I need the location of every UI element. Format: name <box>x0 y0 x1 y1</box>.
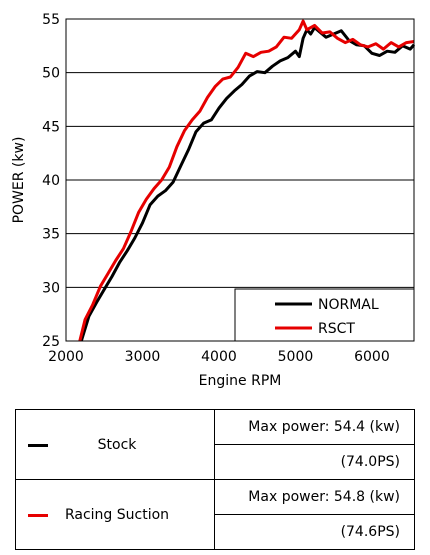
y-tick-label: 55 <box>42 12 60 28</box>
table-row: (74.6PS) <box>16 514 415 550</box>
legend-label: NORMAL <box>318 297 379 313</box>
y-tick-label: 40 <box>42 173 60 189</box>
series-name: Racing Suction <box>64 506 170 523</box>
chart-legend: NORMAL RSCT <box>234 288 415 342</box>
chart-series <box>78 19 416 342</box>
y-tick-label: 50 <box>42 66 60 82</box>
max-power-cell: Max power: 54.8 (kw) <box>214 479 415 515</box>
series-name: Stock <box>97 436 137 453</box>
ps-cell: (74.0PS) <box>214 444 415 480</box>
x-axis-label: Engine RPM <box>199 373 282 389</box>
y-tick-label: 45 <box>42 119 60 135</box>
x-tick-label: 6000 <box>354 349 390 365</box>
x-tick-label: 5000 <box>278 349 314 365</box>
summary-table: Stock Max power: 54.4 (kw) (74.0PS) Raci… <box>15 409 415 550</box>
y-tick-label: 30 <box>42 280 60 296</box>
series-name-cell: Stock <box>15 409 215 480</box>
y-tick-label: 35 <box>42 227 60 243</box>
x-tick-label: 4000 <box>201 349 237 365</box>
series-line-rsct <box>78 19 415 342</box>
series-name-cell: Racing Suction <box>15 479 215 550</box>
y-tick-label: 25 <box>42 334 60 350</box>
series-line-normal <box>79 26 416 342</box>
table-row: (74.0PS) <box>16 444 415 480</box>
max-power-cell: Max power: 54.4 (kw) <box>214 409 415 445</box>
series-line-swatch <box>28 513 48 517</box>
x-axis-ticks: 2000 3000 4000 5000 6000 <box>48 349 390 365</box>
y-axis-label: POWER (kw) <box>11 137 27 224</box>
x-tick-label: 3000 <box>125 349 161 365</box>
power-chart: 25 30 35 40 45 50 55 2000 3000 4000 5000 6000 Engi… <box>11 12 416 389</box>
y-axis-ticks: 25 30 35 40 45 50 55 <box>42 12 60 350</box>
chart-grid <box>66 72 414 288</box>
legend-box <box>234 288 415 342</box>
ps-cell: (74.6PS) <box>214 514 415 550</box>
series-line-swatch <box>28 443 48 447</box>
table-row: Racing Suction Max power: 54.8 (kw) <box>15 479 415 550</box>
legend-label: RSCT <box>318 321 355 337</box>
x-tick-label: 2000 <box>48 349 84 365</box>
table-row: Stock Max power: 54.4 (kw) <box>15 409 415 480</box>
